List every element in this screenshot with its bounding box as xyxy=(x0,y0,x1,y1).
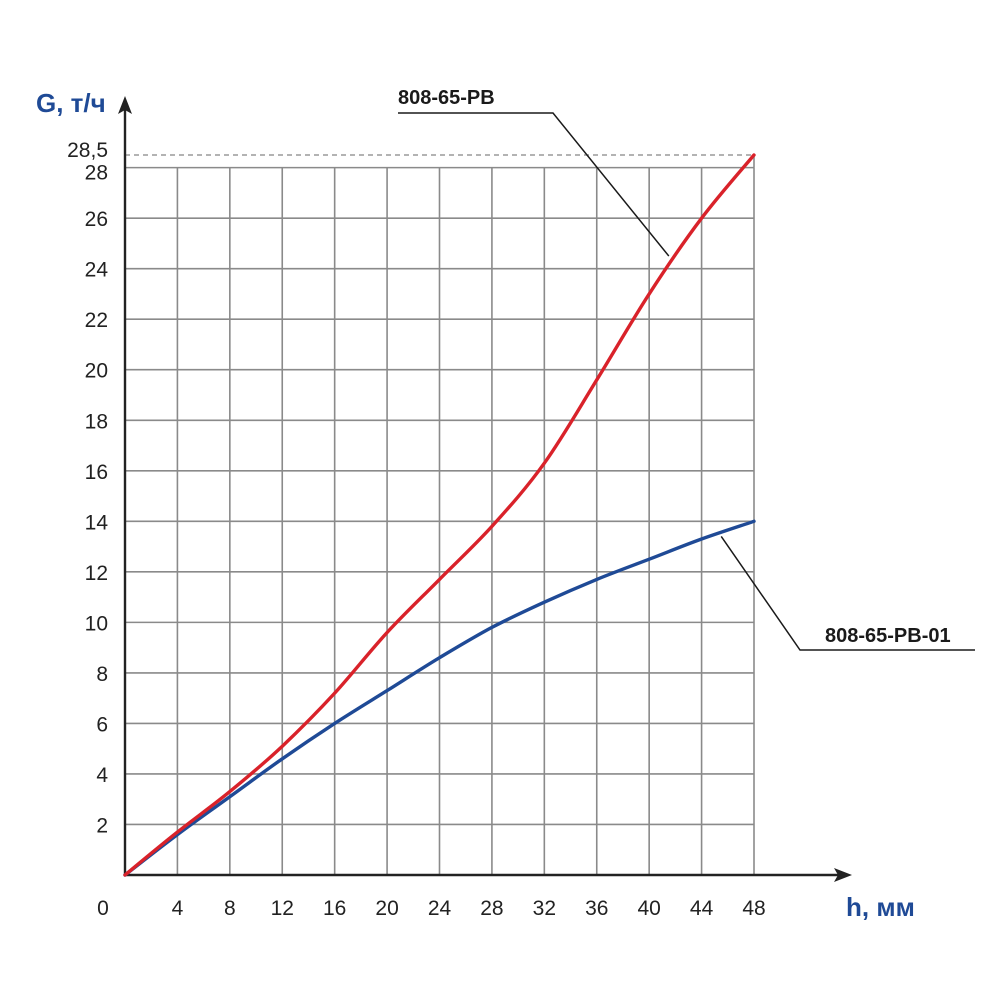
y-tick-label: 8 xyxy=(96,663,108,686)
grid xyxy=(125,154,755,875)
axes xyxy=(118,96,852,882)
annotation-leader-rv-01 xyxy=(720,536,975,651)
x-tick-label: 8 xyxy=(224,897,236,920)
x-tick-label: 4 xyxy=(172,897,184,920)
x-axis-arrow-icon xyxy=(834,868,852,882)
y-max-marker-label: 28,5 xyxy=(67,139,108,162)
x-tick-label: 20 xyxy=(375,897,398,920)
y-tick-label: 22 xyxy=(85,309,108,332)
y-axis-arrow-icon xyxy=(118,96,132,114)
y-tick-label: 20 xyxy=(85,360,108,383)
y-tick-label: 2 xyxy=(96,814,108,837)
y-tick-label: 12 xyxy=(85,562,108,585)
annotation-label-rv: 808-65-РВ xyxy=(398,87,495,109)
y-tick-label: 14 xyxy=(85,511,109,534)
x-tick-label: 32 xyxy=(533,897,556,920)
x-tick-label: 36 xyxy=(585,897,608,920)
x-tick-label: 48 xyxy=(742,897,765,920)
y-tick-label: 26 xyxy=(85,208,108,231)
x-tick-label: 28 xyxy=(480,897,503,920)
series-annotations: 808-65-РВ 808-65-РВ-01 xyxy=(398,87,975,651)
y-axis-title: G, т/ч xyxy=(36,88,106,118)
x-tick-label: 12 xyxy=(271,897,294,920)
x-tick-label: 40 xyxy=(637,897,660,920)
annotation-leader-rv xyxy=(398,112,670,257)
series-lines xyxy=(123,153,756,877)
series-line-rv xyxy=(123,153,756,877)
y-tick-label: 28 xyxy=(85,162,108,185)
x-tick-label: 44 xyxy=(690,897,714,920)
x-axis-title: h, мм xyxy=(846,892,915,922)
y-tick-label: 16 xyxy=(85,461,108,484)
y-tick-label: 4 xyxy=(96,764,108,787)
y-tick-label: 24 xyxy=(85,259,109,282)
x-tick-label: 0 xyxy=(97,897,109,920)
annotation-label-rv-01: 808-65-РВ-01 xyxy=(825,625,951,647)
tick-labels: 0 4 8 12 16 20 24 28 32 36 40 44 4824681012141618202… xyxy=(36,88,915,922)
x-tick-label: 24 xyxy=(428,897,452,920)
y-tick-label: 10 xyxy=(85,612,108,635)
y-tick-label: 18 xyxy=(85,410,108,433)
y-tick-label: 6 xyxy=(96,713,108,736)
series-line-rv-01 xyxy=(123,519,756,877)
x-tick-label: 16 xyxy=(323,897,346,920)
